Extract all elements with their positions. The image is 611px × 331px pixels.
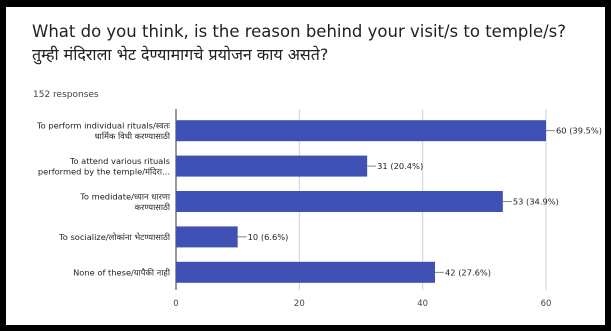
bar: [176, 261, 435, 283]
category-label: To socialize/लोकांना भेटण्यासाठी: [58, 232, 171, 242]
response-count: 152 responses: [33, 90, 99, 100]
x-tick-label: 40: [417, 299, 428, 309]
bar: [176, 191, 503, 212]
data-label: 42 (27.6%): [445, 267, 491, 277]
bar: [176, 120, 546, 142]
question-title: What do you think, is the reason behind …: [32, 21, 566, 66]
category-label: धार्मिक विधी करण्यासाठी: [95, 131, 171, 141]
data-label: 53 (34.9%): [513, 197, 559, 207]
x-tick-label: 0: [173, 299, 178, 309]
x-tick-label: 20: [294, 299, 305, 309]
bar: [176, 155, 368, 177]
data-label: 60 (39.5%): [556, 126, 602, 136]
chart-card: What do you think, is the reason behind …: [6, 7, 605, 325]
category-label: To attend various rituals: [69, 156, 170, 166]
category-label: करण्यासाठी: [135, 202, 171, 212]
bar-chart: 0 20 40 60 60 (39.5%) To perform individual r…: [36, 109, 602, 309]
question-title-marathi: तुम्ही मंदिराला भेट देण्यामागचे प्रयोजन …: [32, 45, 329, 64]
x-tick-label: 60: [541, 299, 552, 309]
category-label: performed by the temple/मंदिरा...: [38, 166, 170, 176]
question-title-english: What do you think, is the reason behind …: [32, 22, 567, 41]
bar: [176, 226, 238, 248]
data-label: 31 (20.4%): [377, 161, 423, 171]
category-label: To medidate/ध्यान धारणा: [79, 191, 171, 201]
category-label: To perform individual rituals/स्वतः: [36, 120, 170, 130]
data-label: 10 (6.6%): [248, 232, 289, 242]
category-label: None of these/यापैकी नाही: [73, 267, 171, 277]
